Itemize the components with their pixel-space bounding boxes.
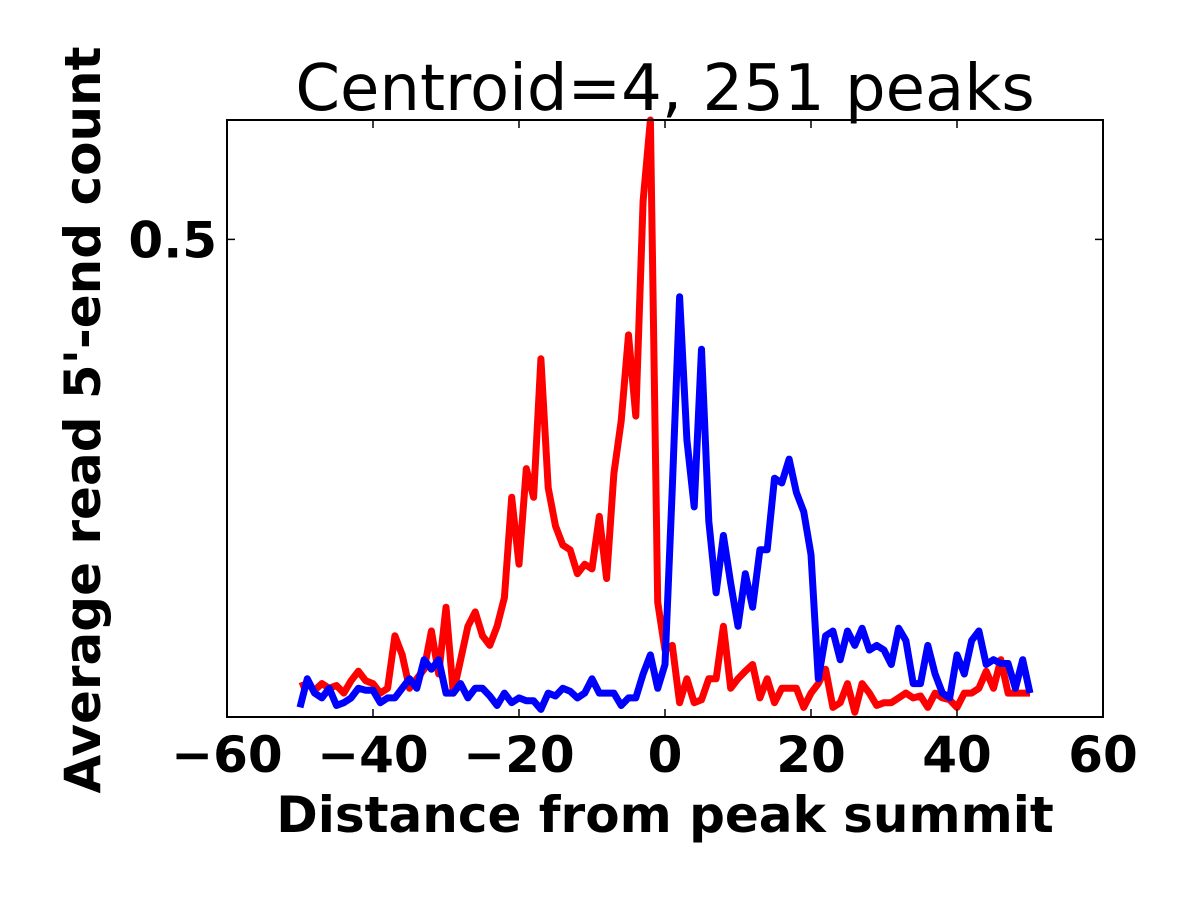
series-line-2 (296, 293, 1034, 713)
x-tick-label: 0 (648, 726, 683, 784)
x-tick-label: −20 (463, 726, 574, 784)
x-tick-label: 40 (922, 726, 992, 784)
x-tick-label: 60 (1068, 726, 1138, 784)
x-tick-label: 20 (776, 726, 846, 784)
axis-ticks: −60 −40 −20 0 20 40 60 0.5 (128, 120, 1138, 784)
y-axis-label: Average read 5'-end count (54, 46, 112, 793)
plot-area (296, 116, 1034, 716)
x-tick-label: −40 (317, 726, 428, 784)
x-tick-label: −60 (171, 726, 282, 784)
x-axis-label: Distance from peak summit (276, 786, 1054, 844)
chart-title: Centroid=4, 251 peaks (295, 52, 1034, 126)
y-tick-label: 0.5 (128, 211, 217, 269)
